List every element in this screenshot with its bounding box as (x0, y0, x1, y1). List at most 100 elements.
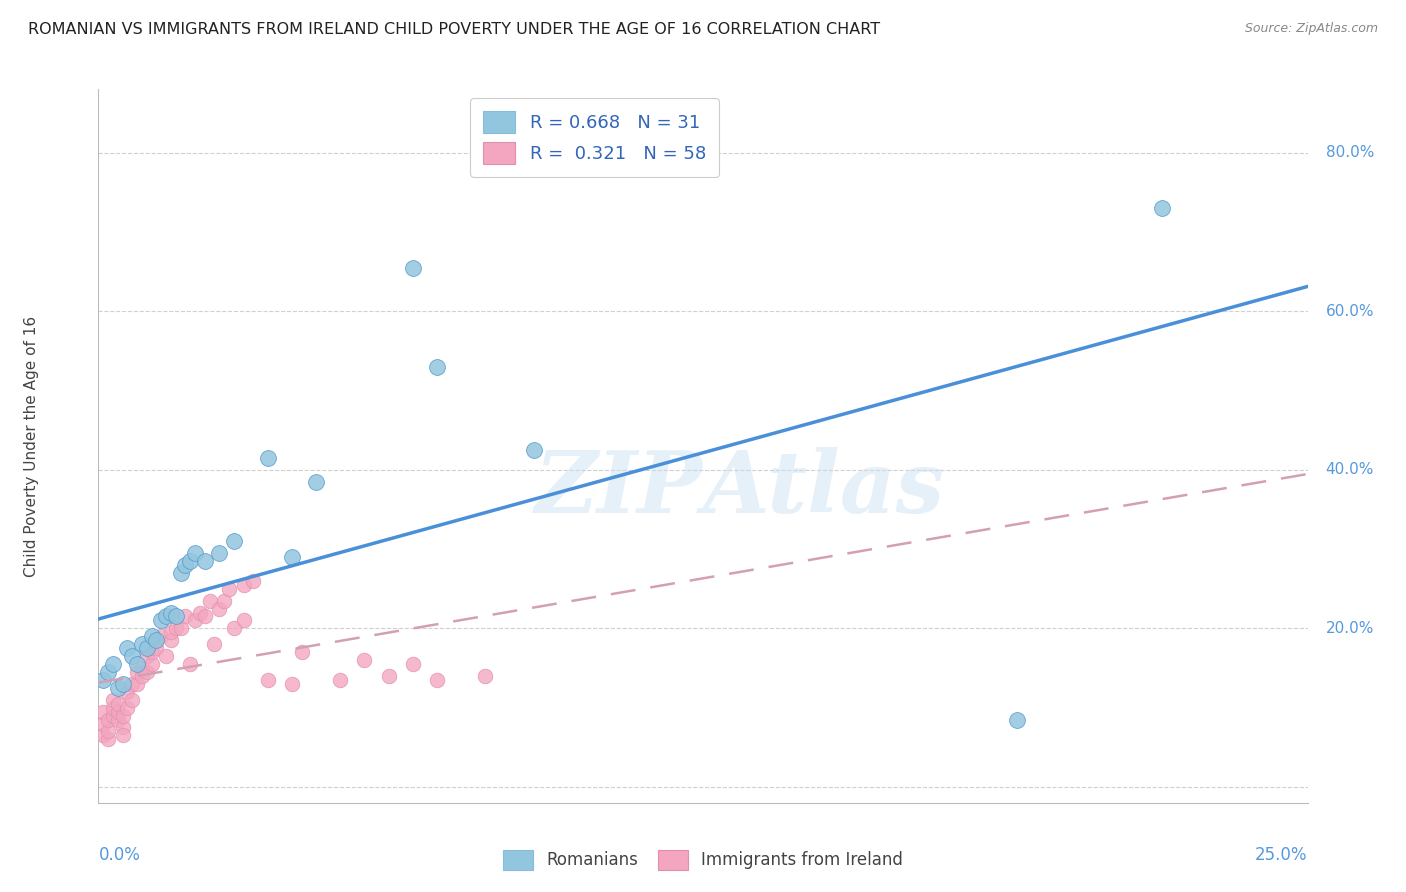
Point (121, 692, 143, 706)
Point (91, 716, 114, 731)
Point (194, 609, 217, 624)
Point (135, 649, 157, 664)
Point (141, 629, 163, 643)
Point (212, 593, 235, 607)
Point (232, 578, 254, 592)
Point (426, 359, 449, 374)
Text: Child Poverty Under the Age of 16: Child Poverty Under the Age of 16 (24, 316, 39, 576)
Point (121, 677, 143, 691)
Point (1007, 713, 1029, 727)
Point (111, 721, 134, 735)
Text: 40.0%: 40.0% (1326, 462, 1374, 477)
Point (242, 574, 264, 588)
Text: ZIP: ZIP (536, 447, 703, 531)
Point (101, 657, 124, 671)
Text: 60.0%: 60.0% (1326, 303, 1374, 318)
Point (107, 705, 129, 719)
Point (160, 625, 183, 640)
Point (160, 606, 183, 620)
Point (402, 260, 425, 275)
Text: ROMANIAN VS IMMIGRANTS FROM IRELAND CHILD POVERTY UNDER THE AGE OF 16 CORRELATIO: ROMANIAN VS IMMIGRANTS FROM IRELAND CHIL… (28, 22, 880, 37)
Point (117, 641, 139, 656)
Point (97, 713, 120, 727)
Text: 25.0%: 25.0% (1256, 846, 1308, 863)
Point (111, 708, 134, 723)
Point (208, 546, 231, 560)
Text: 0.0%: 0.0% (98, 846, 141, 863)
Point (131, 661, 153, 675)
Point (329, 673, 352, 687)
Point (160, 633, 183, 648)
Point (155, 609, 177, 624)
Point (222, 621, 245, 635)
Point (150, 629, 173, 643)
Point (169, 621, 191, 635)
Point (426, 673, 449, 687)
Point (150, 614, 173, 628)
Point (141, 657, 163, 671)
Point (145, 633, 167, 648)
Point (135, 665, 157, 679)
Point (141, 645, 163, 659)
Point (179, 657, 201, 671)
Point (117, 700, 139, 714)
Point (145, 633, 167, 648)
Point (91, 705, 114, 719)
Point (353, 653, 375, 667)
Point (188, 606, 211, 620)
Point (101, 700, 124, 714)
Point (101, 692, 124, 706)
Point (127, 657, 149, 671)
Point (155, 649, 177, 664)
Point (179, 554, 201, 568)
Text: 20.0%: 20.0% (1326, 621, 1374, 636)
Point (91, 728, 114, 742)
Point (208, 601, 231, 615)
Point (184, 614, 207, 628)
Point (135, 641, 157, 656)
Point (97, 665, 120, 679)
Point (107, 681, 129, 695)
Point (256, 673, 278, 687)
Point (91, 673, 114, 687)
Point (402, 657, 425, 671)
Point (111, 728, 134, 742)
Point (131, 669, 153, 683)
Point (97, 724, 120, 739)
Point (97, 732, 120, 747)
Point (165, 609, 187, 624)
Point (198, 593, 221, 607)
Point (184, 546, 207, 560)
Point (127, 677, 149, 691)
Point (256, 450, 278, 465)
Point (232, 614, 254, 628)
Point (222, 534, 245, 549)
Text: Atlas: Atlas (703, 447, 945, 531)
Point (204, 637, 226, 651)
Point (145, 641, 167, 656)
Text: Source: ZipAtlas.com: Source: ZipAtlas.com (1244, 22, 1378, 36)
Point (290, 645, 312, 659)
Point (281, 677, 304, 691)
Point (474, 669, 496, 683)
Point (194, 554, 217, 568)
Point (305, 475, 328, 489)
Point (174, 609, 197, 624)
Legend: Romanians, Immigrants from Ireland: Romanians, Immigrants from Ireland (496, 843, 910, 877)
Point (218, 582, 240, 596)
Point (377, 669, 399, 683)
Point (281, 549, 304, 564)
Point (1152, 201, 1174, 215)
Point (174, 558, 197, 572)
Point (111, 677, 134, 691)
Point (523, 442, 546, 457)
Point (165, 621, 187, 635)
Point (169, 566, 191, 580)
Point (101, 708, 124, 723)
Point (121, 649, 143, 664)
Point (131, 637, 153, 651)
Point (107, 697, 129, 711)
Point (117, 685, 139, 699)
Text: 80.0%: 80.0% (1326, 145, 1374, 161)
Point (107, 713, 129, 727)
